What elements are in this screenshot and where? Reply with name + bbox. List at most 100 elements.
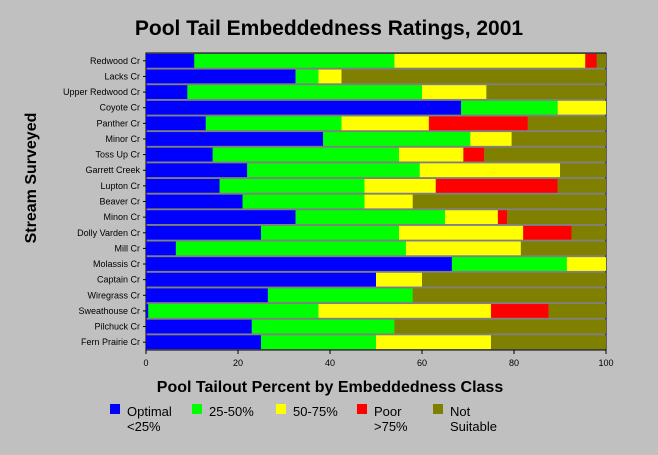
bar-segment-sweathouse-cr-25-50 <box>148 304 319 318</box>
bar-segment-minor-cr-optimal-25 <box>146 132 324 146</box>
bar-segment-fern-prairie-cr-not-suitable <box>491 335 606 350</box>
category-label: Coyote Cr <box>99 103 140 113</box>
x-tick-label: 40 <box>325 358 335 368</box>
x-axis-title: Pool Tailout Percent by Embeddedness Cla… <box>157 379 504 396</box>
category-label: Garrett Creek <box>85 165 140 175</box>
category-label: Molassis Cr <box>93 259 140 269</box>
bar-segment-molassis-cr-25-50 <box>451 257 567 271</box>
category-label: Panther Cr <box>96 118 140 128</box>
bar-segment-toss-up-cr-optimal-25 <box>146 147 213 162</box>
bar-segment-lupton-cr-poor-75 <box>435 178 558 193</box>
category-label: Minon Cr <box>103 212 140 222</box>
bar-segment-dolly-varden-cr-25-50 <box>261 225 399 240</box>
bar-segment-beaver-cr-optimal-25 <box>146 194 243 209</box>
category-label: Fern Prairie Cr <box>81 337 140 347</box>
bar-segment-panther-cr-optimal-25 <box>146 116 206 131</box>
bar-segment-lacks-cr-25-50 <box>295 69 319 84</box>
bar-segment-minon-cr-50-75 <box>445 210 498 225</box>
bar-segment-minor-cr-50-75 <box>470 132 512 146</box>
category-label: Redwood Cr <box>90 56 140 66</box>
bars-group <box>146 53 606 350</box>
bar-segment-dolly-varden-cr-optimal-25 <box>146 225 261 240</box>
bar-segment-garrett-creek-50-75 <box>419 163 560 178</box>
bar-segment-garrett-creek-25-50 <box>247 163 420 178</box>
category-label: Lacks Cr <box>104 71 140 81</box>
bar-segment-sweathouse-cr-poor-75 <box>491 304 549 318</box>
bar-segment-lupton-cr-optimal-25 <box>146 178 220 193</box>
bar-segment-toss-up-cr-50-75 <box>399 147 464 162</box>
bar-segment-panther-cr-50-75 <box>341 116 429 131</box>
bar-segment-captain-cr-50-75 <box>376 272 422 287</box>
bar-segment-dolly-varden-cr-poor-75 <box>523 225 572 240</box>
bar-segment-sweathouse-cr-optimal-25 <box>146 304 149 318</box>
bar-segment-mill-cr-50-75 <box>405 241 521 256</box>
bar-segment-panther-cr-not-suitable <box>527 116 606 131</box>
category-label: Wiregrass Cr <box>87 290 140 300</box>
bar-segment-lupton-cr-50-75 <box>364 178 436 193</box>
bar-segment-minon-cr-poor-75 <box>497 210 508 225</box>
bar-segment-captain-cr-not-suitable <box>422 272 606 287</box>
bar-segment-minon-cr-optimal-25 <box>146 210 296 225</box>
legend-label-poor-75: Poor >75% <box>374 404 408 434</box>
bar-segment-coyote-cr-25-50 <box>461 100 558 115</box>
x-axis-ticks: 0 20 40 60 80 100 <box>143 350 614 368</box>
category-label: Beaver Cr <box>99 197 140 207</box>
category-label: Mill Cr <box>115 243 141 253</box>
bar-segment-toss-up-cr-not-suitable <box>484 147 606 162</box>
category-label: Upper Redwood Cr <box>63 87 140 97</box>
bar-segment-sweathouse-cr-not-suitable <box>548 304 606 318</box>
bar-segment-wiregrass-cr-25-50 <box>267 288 413 303</box>
chart-title: Pool Tail Embeddedness Ratings, 2001 <box>135 17 524 40</box>
bar-segment-upper-redwood-cr-not-suitable <box>486 85 606 99</box>
x-tick-label: 60 <box>417 358 427 368</box>
x-tick-label: 0 <box>143 358 148 368</box>
bar-segment-mill-cr-optimal-25 <box>146 241 176 256</box>
bar-segment-fern-prairie-cr-50-75 <box>376 335 491 350</box>
bar-segment-minor-cr-25-50 <box>323 132 471 146</box>
bar-segment-panther-cr-poor-75 <box>428 116 528 131</box>
bar-segment-dolly-varden-cr-not-suitable <box>571 225 606 240</box>
bar-segment-redwood-cr-optimal-25 <box>146 53 195 68</box>
bar-segment-minor-cr-not-suitable <box>511 132 606 146</box>
bar-segment-captain-cr-optimal-25 <box>146 272 376 287</box>
bar-segment-wiregrass-cr-optimal-25 <box>146 288 268 303</box>
bar-segment-fern-prairie-cr-optimal-25 <box>146 335 261 350</box>
category-label: Captain Cr <box>97 275 140 285</box>
category-label: Lupton Cr <box>100 181 140 191</box>
bar-segment-panther-cr-25-50 <box>205 116 342 131</box>
bar-segment-garrett-creek-not-suitable <box>560 163 606 178</box>
x-tick-label: 20 <box>233 358 243 368</box>
legend-label-optimal-25: Optimal <25% <box>127 404 172 434</box>
bar-segment-toss-up-cr-25-50 <box>212 147 399 162</box>
bar-segment-upper-redwood-cr-25-50 <box>187 85 422 99</box>
category-label: Minor Cr <box>105 134 140 144</box>
legend-label-50-75: 50-75% <box>293 404 338 419</box>
bar-segment-molassis-cr-50-75 <box>566 257 606 271</box>
legend-swatch-25-50 <box>192 404 202 414</box>
legend-swatch-optimal-25 <box>110 404 120 414</box>
bar-segment-mill-cr-not-suitable <box>520 241 606 256</box>
bar-segment-lupton-cr-25-50 <box>219 178 365 193</box>
bar-segment-redwood-cr-not-suitable <box>596 53 606 68</box>
x-tick-label: 80 <box>509 358 519 368</box>
legend-swatch-poor-75 <box>357 404 367 414</box>
category-label: Pilchuck Cr <box>94 322 140 332</box>
bar-segment-wiregrass-cr-not-suitable <box>412 288 606 303</box>
bar-segment-toss-up-cr-poor-75 <box>463 147 485 162</box>
bar-segment-lacks-cr-not-suitable <box>341 69 606 84</box>
y-axis-title: Stream Surveyed <box>23 113 40 244</box>
bar-segment-coyote-cr-optimal-25 <box>146 100 462 115</box>
category-label: Toss Up Cr <box>95 150 140 160</box>
category-label: Dolly Varden Cr <box>77 228 140 238</box>
legend-swatch-not-suitable <box>433 404 443 414</box>
legend: Optimal <25% 25-50% 50-75% Poor >75% Not Suitab… <box>110 404 497 434</box>
bar-segment-pilchuck-cr-optimal-25 <box>146 319 252 334</box>
bar-segment-beaver-cr-25-50 <box>242 194 365 209</box>
bar-segment-minon-cr-not-suitable <box>507 210 606 225</box>
bar-segment-upper-redwood-cr-optimal-25 <box>146 85 188 99</box>
legend-swatch-50-75 <box>276 404 286 414</box>
bar-segment-upper-redwood-cr-50-75 <box>422 85 487 99</box>
bar-segment-minon-cr-25-50 <box>295 210 445 225</box>
category-label: Sweathouse Cr <box>78 306 140 316</box>
